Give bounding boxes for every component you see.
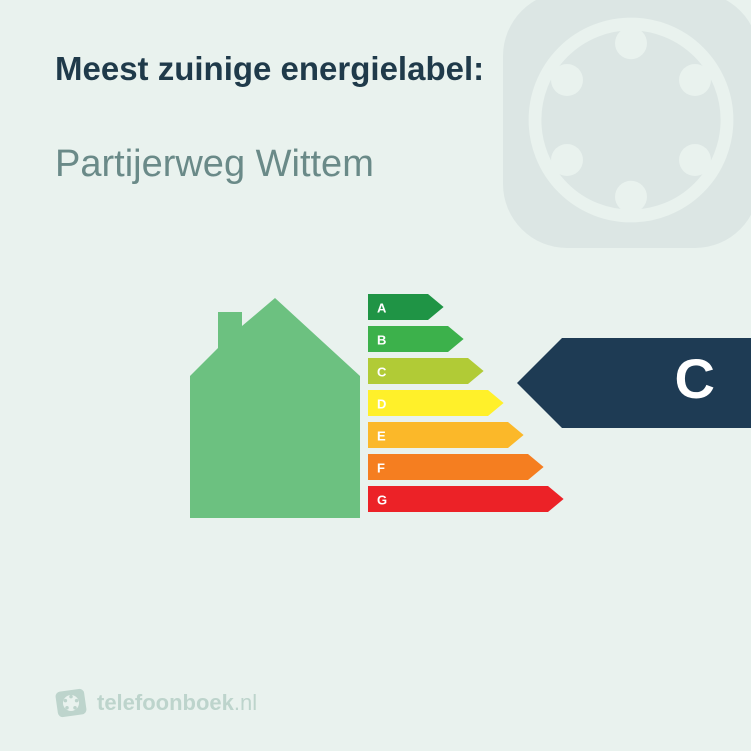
bar-label: E [377, 429, 386, 444]
bar-label: F [377, 461, 385, 476]
energy-bar-a: A [368, 294, 444, 320]
brand-text: telefoonboek.nl [97, 690, 257, 716]
house-icon [190, 298, 360, 518]
bar-label: A [377, 301, 387, 316]
bar-label: D [377, 397, 386, 412]
rating-letter: C [675, 346, 715, 411]
energy-bar-c: C [368, 358, 484, 384]
bar-label: B [377, 333, 386, 348]
card-content: Meest zuinige energielabel: Partijerweg … [0, 0, 751, 556]
brand-name: telefoonboek [97, 690, 234, 715]
bar-label: G [377, 493, 387, 508]
energy-bar-d: D [368, 390, 504, 416]
brand-icon [55, 687, 87, 719]
title: Meest zuinige energielabel: [55, 50, 696, 88]
energy-bar-g: G [368, 486, 564, 512]
brand-tld: .nl [234, 690, 257, 715]
footer: telefoonboek.nl [55, 687, 257, 719]
energy-bar-e: E [368, 422, 524, 448]
rating-badge [517, 338, 751, 428]
energy-bar-b: B [368, 326, 464, 352]
subtitle: Partijerweg Wittem [55, 143, 696, 186]
energy-bar-f: F [368, 454, 544, 480]
bar-label: C [377, 365, 387, 380]
